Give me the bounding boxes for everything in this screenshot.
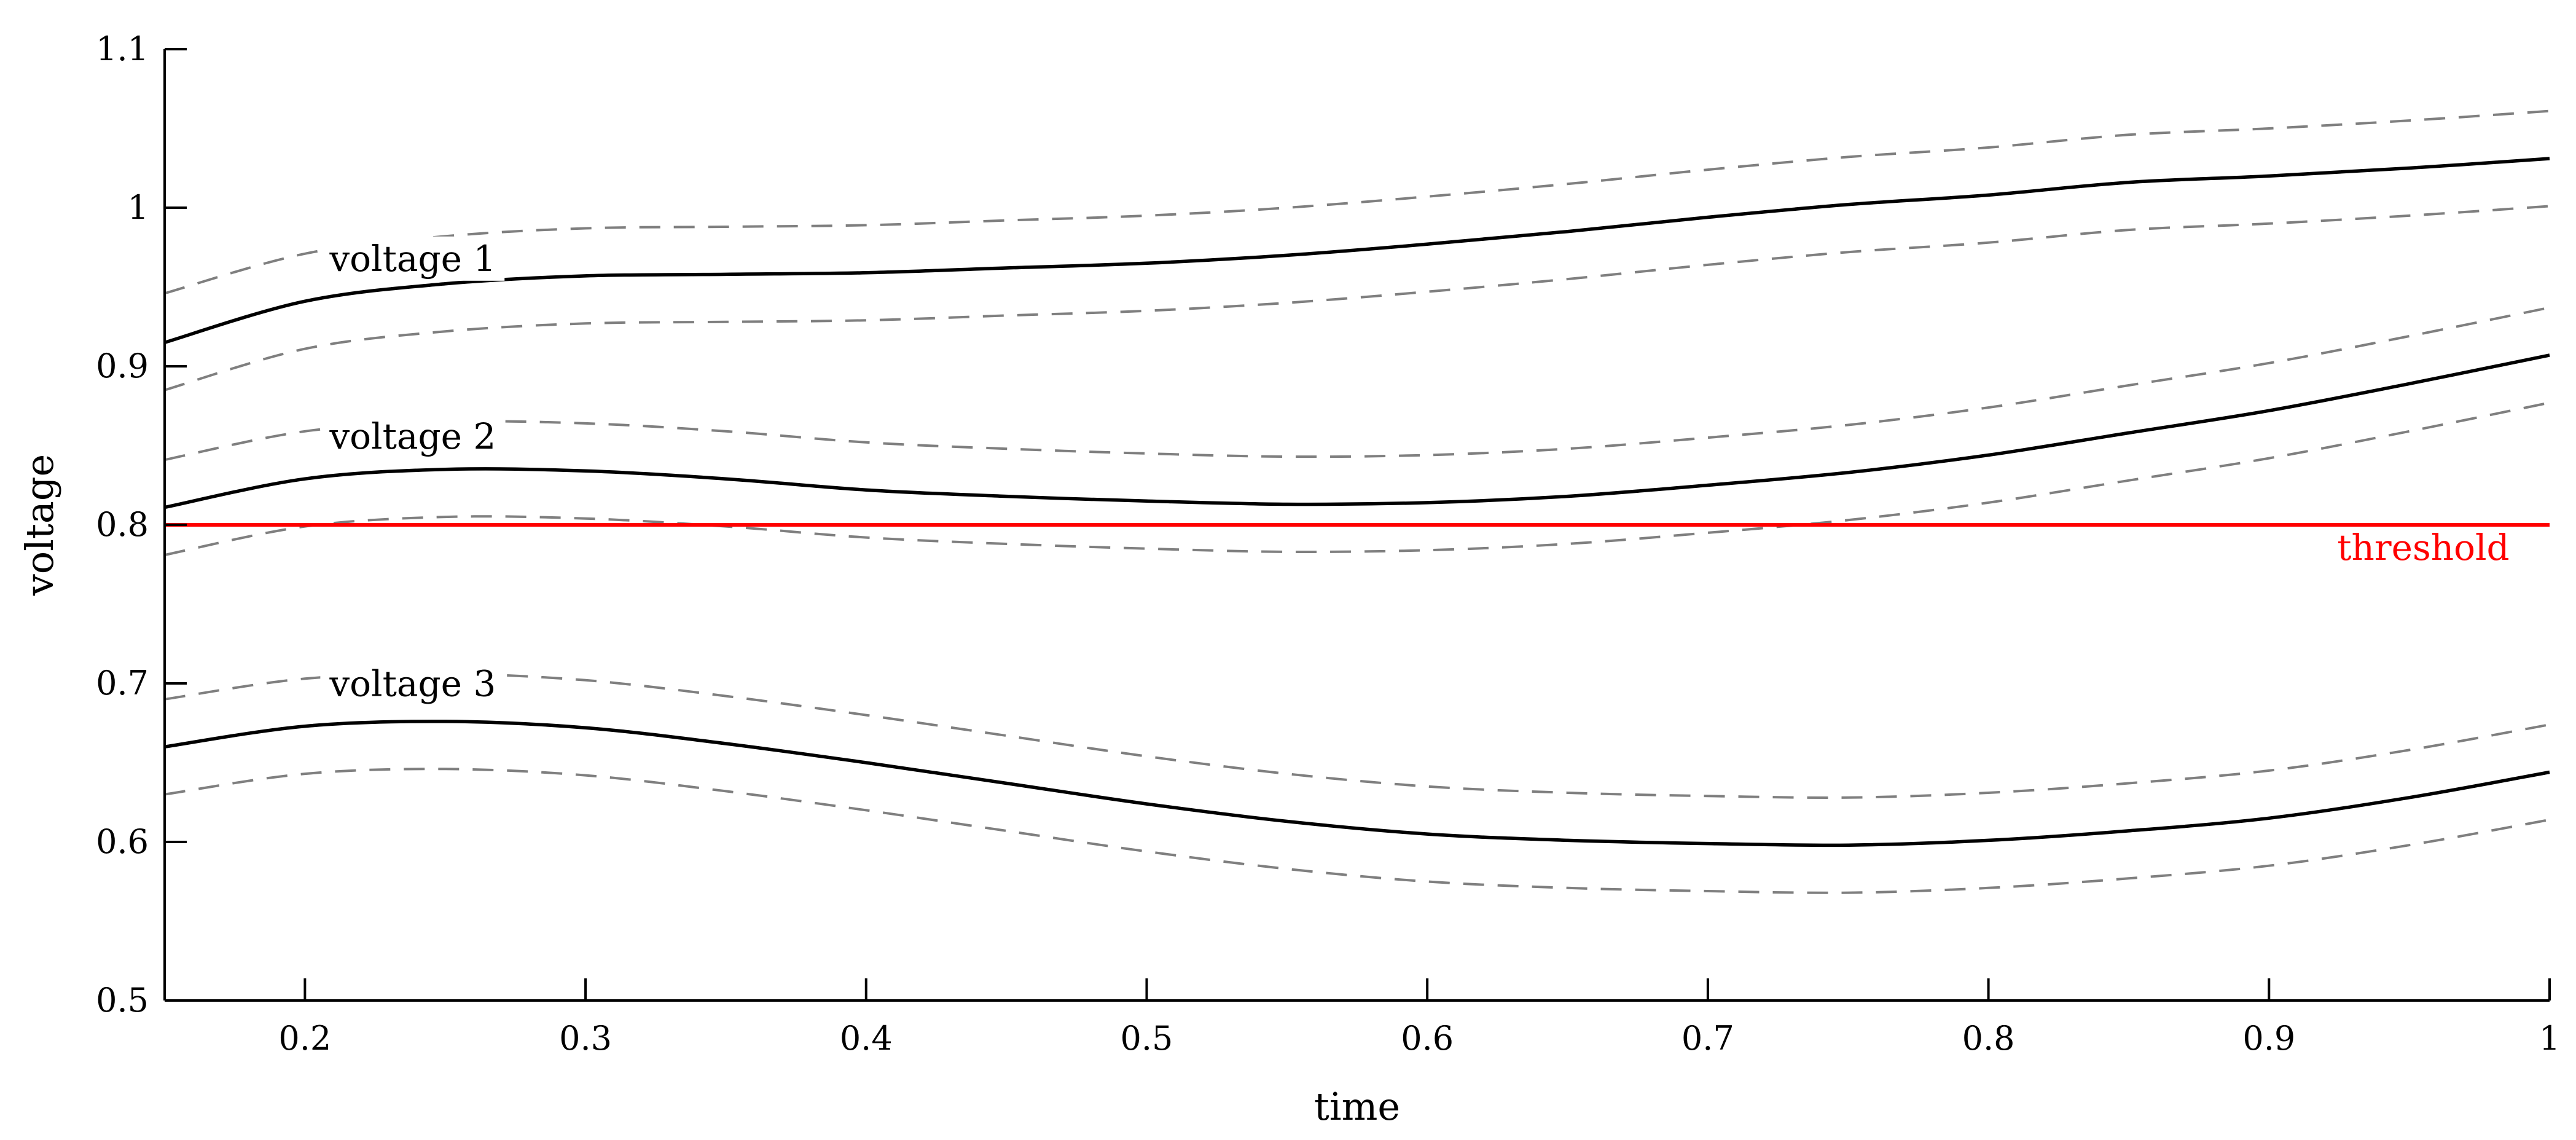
threshold-label: threshold bbox=[2337, 527, 2509, 568]
x-tick-label: 0.6 bbox=[1401, 1019, 1454, 1058]
x-tick-label: 0.3 bbox=[559, 1019, 612, 1058]
threshold-group: threshold bbox=[165, 523, 2550, 568]
series-3-upper-band bbox=[164, 672, 2550, 799]
confidence-bands bbox=[164, 109, 2550, 894]
series-3-lower-band bbox=[164, 768, 2550, 894]
series-1-lower-band bbox=[164, 205, 2550, 391]
x-tick-label: 1 bbox=[2539, 1019, 2560, 1058]
series-2-label: voltage 2 bbox=[329, 415, 496, 457]
y-tick-label: 0.5 bbox=[96, 981, 149, 1020]
x-axis-label: time bbox=[1314, 1084, 1400, 1129]
y-tick-label: 0.7 bbox=[96, 664, 149, 702]
series-1-line bbox=[164, 157, 2550, 344]
x-ticks: 0.2 0.3 0.4 0.5 0.6 0.7 0.8 0.9 1 bbox=[278, 978, 2560, 1058]
series-1-label-bg bbox=[320, 236, 505, 281]
series-2-lower-band bbox=[164, 401, 2550, 556]
x-tick-label: 0.5 bbox=[1121, 1019, 1173, 1058]
x-tick-label: 0.7 bbox=[1681, 1019, 1734, 1058]
axes: 0.50.60.70.80.911.1 0.2 0.3 0.4 0.5 0.6 0.7 0.… bbox=[17, 29, 2560, 1129]
series-1-label: voltage 1 bbox=[329, 238, 496, 280]
series-2-upper-band bbox=[164, 306, 2550, 462]
y-ticks: 0.5 0.6 0.7 0.8 0.9 1 1.1 bbox=[96, 29, 187, 1020]
y-tick-label: 1.1 bbox=[96, 29, 149, 68]
y-tick-label: 0.8 bbox=[96, 505, 149, 544]
series-lines bbox=[164, 157, 2550, 847]
y-tick-label: 0.9 bbox=[96, 347, 149, 385]
series-3-label-bg bbox=[320, 661, 505, 706]
y-axis-label: voltage bbox=[17, 454, 62, 596]
y-tick-label: 0.6 bbox=[96, 822, 149, 861]
x-tick-label: 0.9 bbox=[2242, 1019, 2295, 1058]
x-tick-label: 0.4 bbox=[840, 1019, 893, 1058]
series-labels: voltage 1 voltage 2 voltage 3 bbox=[320, 236, 505, 706]
series-3-label: voltage 3 bbox=[329, 662, 496, 704]
y-tick-label: 1 bbox=[128, 188, 149, 227]
series-2-line bbox=[164, 353, 2550, 509]
x-tick-label: 0.2 bbox=[278, 1019, 331, 1058]
series-2-label-bg bbox=[320, 414, 505, 458]
series-1-upper-band bbox=[164, 109, 2550, 295]
series-3-line bbox=[164, 720, 2550, 847]
x-tick-label: 0.8 bbox=[1962, 1019, 2015, 1058]
